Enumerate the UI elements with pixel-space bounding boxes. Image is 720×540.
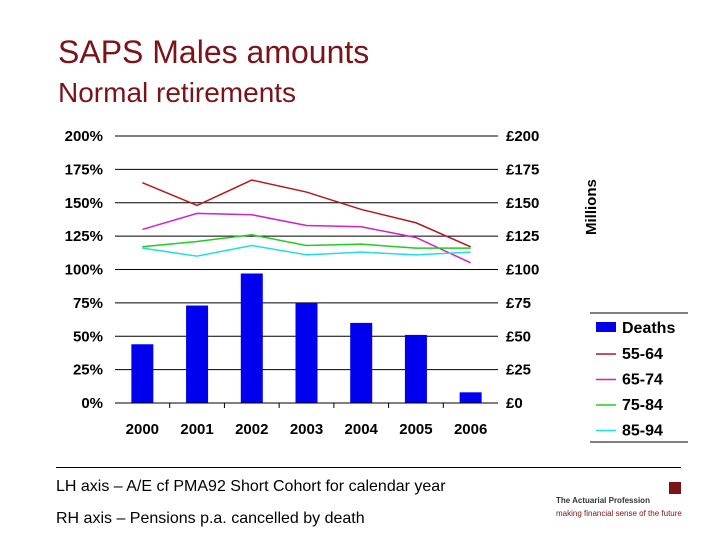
bar-deaths [186,305,209,403]
legend: Deaths 55-64 65-74 75-84 85-94 [590,312,688,443]
x-tick-label: 2002 [235,421,268,438]
axes [115,402,498,408]
bars [131,273,482,403]
legend-label-55-64: 55-64 [622,346,663,363]
right-tick-label: £200 [506,128,539,145]
x-tick-label: 2005 [399,421,432,438]
x-tick-label: 2004 [345,421,379,438]
page-subtitle: Normal retirements [58,77,297,108]
left-axis-ticks: 0% 25% 50% 75% 100% 125% 150% 175% 200% [65,128,103,412]
x-tick-label: 2001 [180,421,213,438]
bar-deaths [240,273,263,403]
bar-deaths [350,322,373,403]
left-tick-label: 75% [73,295,103,312]
legend-label-75-84: 75-84 [622,397,663,414]
rh-axis-note: RH axis – Pensions p.a. cancelled by dea… [56,510,365,527]
legend-label-85-94: 85-94 [622,423,663,440]
right-tick-label: £125 [506,228,539,245]
series-line-55-64 [142,179,471,248]
bar-deaths [404,334,427,403]
x-tick-label: 2000 [126,421,159,438]
left-tick-label: 100% [65,262,103,279]
right-tick-label: £0 [506,395,523,412]
bar-deaths [295,302,318,403]
left-tick-label: 125% [65,228,103,245]
x-tick-label: 2003 [290,421,323,438]
right-tick-label: £150 [506,195,539,212]
x-axis-ticks: 2000 2001 2002 2003 2004 2005 2006 [126,421,488,438]
bar-deaths [131,344,154,403]
right-tick-label: £100 [506,262,539,279]
lh-axis-note: LH axis – A/E cf PMA92 Short Cohort for … [56,478,446,495]
series-lines [142,179,471,264]
x-tick-label: 2006 [454,421,487,438]
divider [56,467,681,468]
right-axis-ticks: £0 £25 £50 £75 £100 £125 £150 £175 £200 [506,128,539,412]
bar-deaths [459,392,482,403]
series-line-65-74 [142,212,471,264]
series-line-75-84 [142,234,471,249]
legend-label-deaths: Deaths [622,320,675,337]
right-tick-label: £50 [506,328,531,345]
left-tick-label: 150% [65,195,103,212]
left-tick-label: 0% [81,395,103,412]
left-tick-label: 25% [73,362,103,379]
page-title: SAPS Males amounts [58,34,370,70]
logo-name: The Actuarial Profession [556,496,650,505]
left-tick-label: 200% [65,128,103,145]
right-tick-label: £75 [506,295,531,312]
right-tick-label: £175 [506,161,539,178]
left-tick-label: 50% [73,328,103,345]
right-axis-label: Millions [583,179,600,235]
logo-tagline: making financial sense of the future [556,509,682,518]
series-line-85-94 [142,244,471,257]
legend-swatch-deaths [596,322,616,332]
legend-label-65-74: 65-74 [622,372,663,389]
left-tick-label: 175% [65,161,103,178]
right-tick-label: £25 [506,362,531,379]
logo-mark [669,482,681,494]
